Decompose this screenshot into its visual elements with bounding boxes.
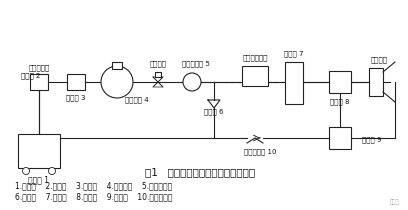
Text: 临时存料容器: 临时存料容器 [242,55,268,61]
Text: 狭缝模具: 狭缝模具 [370,57,388,63]
Text: 6.泄压阀    7.过滤器    8.换向阀    9.电磁阀    10.可调节流阀: 6.泄压阀 7.过滤器 8.换向阀 9.电磁阀 10.可调节流阀 [15,193,173,202]
Bar [18,134,60,168]
Text: 手动阀门: 手动阀门 [149,61,166,67]
Text: 过滤器 7: 过滤器 7 [284,51,304,57]
Text: 图1   自动供料系统的设计方案示意图: 图1 自动供料系统的设计方案示意图 [145,167,255,177]
Bar [155,72,161,77]
Circle shape [49,168,55,175]
Bar [30,74,48,90]
Circle shape [22,168,29,175]
Bar [67,74,85,90]
Circle shape [183,73,201,91]
Bar [369,68,383,96]
Text: 气动阀 9: 气动阀 9 [362,137,381,143]
Text: 浆料缸 1: 浆料缸 1 [29,176,49,185]
Bar [285,62,303,104]
Circle shape [101,66,133,98]
Bar [112,62,122,69]
Text: 可调节流阀 10: 可调节流阀 10 [244,149,276,155]
Text: 泄压阀 6: 泄压阀 6 [204,109,224,115]
Text: 隔膜泵 2: 隔膜泵 2 [21,73,40,79]
Text: 建电服: 建电服 [390,200,400,205]
Text: 过渡缸 3: 过渡缸 3 [66,95,86,101]
Text: 液位传感器: 液位传感器 [29,65,50,71]
Bar [329,127,351,149]
Text: 单螺杆泵 4: 单螺杆泵 4 [125,97,149,103]
Text: 压力变送器 5: 压力变送器 5 [182,61,210,67]
Bar [329,71,351,93]
Bar [242,66,268,86]
Text: 换向阀 8: 换向阀 8 [330,99,350,105]
Text: 1.浆料缸    2.隔膜泵    3.过渡缸    4.单螺杆泵    5.压力变送器: 1.浆料缸 2.隔膜泵 3.过渡缸 4.单螺杆泵 5.压力变送器 [15,181,172,190]
